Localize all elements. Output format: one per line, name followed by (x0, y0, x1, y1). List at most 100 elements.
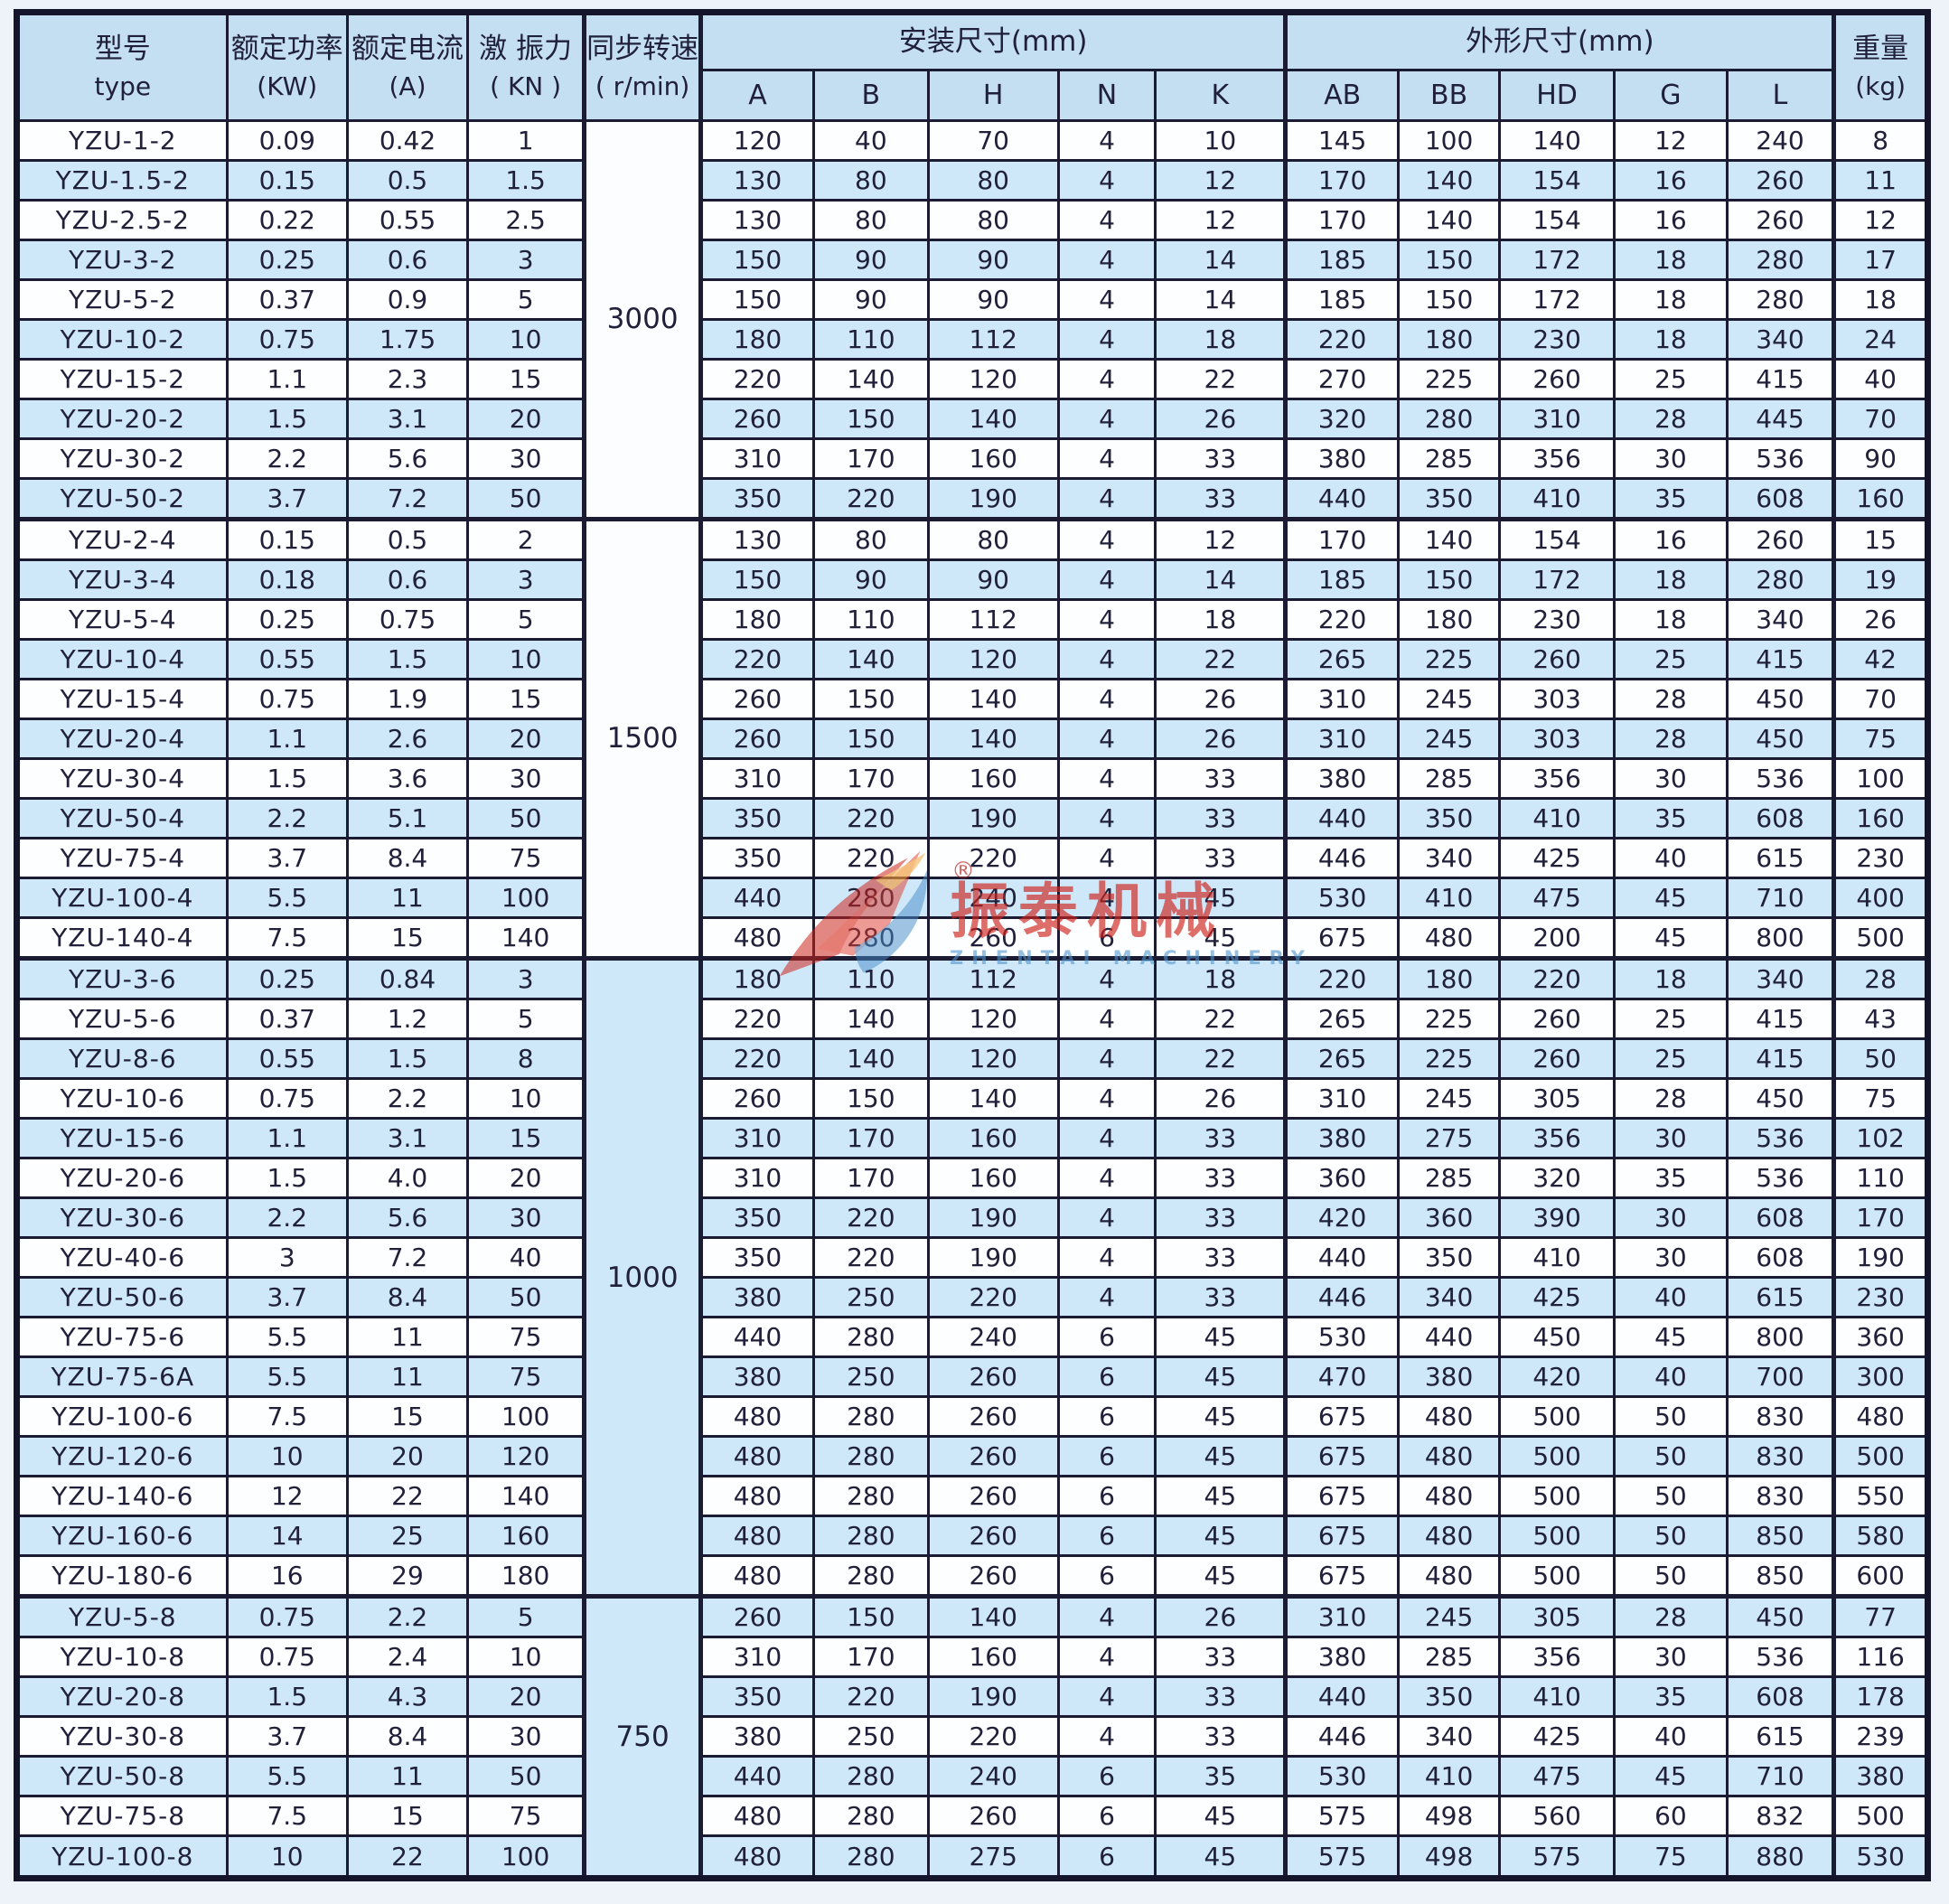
value-cell: 250 (811, 1715, 930, 1759)
value-cell: 20 (466, 1157, 586, 1200)
value-cell: 415 (1725, 998, 1836, 1041)
value-cell: 240 (926, 1316, 1060, 1358)
value-cell: 5.1 (345, 796, 470, 839)
value-cell: 33 (1154, 476, 1288, 521)
value-cell: 50 (466, 1755, 586, 1798)
spec-row-YZU-30-8: YZU-30-8 3.7 8.4 30 380 250 220 4 33 446 340 425 40 6… (15, 1715, 1929, 1759)
spec-row-YZU-10-2: YZU-10-2 0.75 1.75 10 180 110 112 4 18 220 180 230 1… (15, 317, 1929, 361)
value-cell: 0.75 (225, 678, 349, 720)
value-cell: 11 (345, 1316, 470, 1358)
value-cell: 220 (1283, 956, 1401, 1001)
value-cell: 22 (1154, 638, 1288, 681)
value-cell: 239 (1832, 1715, 1929, 1759)
value-cell: 480 (698, 1553, 815, 1599)
value-cell: 350 (1397, 796, 1502, 839)
value-cell: 75 (1613, 1834, 1729, 1880)
value-cell: 120 (466, 1434, 586, 1477)
model-cell: YZU-30-8 (15, 1715, 229, 1759)
value-cell: 498 (1397, 1834, 1502, 1880)
value-cell: 280 (811, 1474, 930, 1517)
value-cell: 260 (926, 1514, 1060, 1557)
value-cell: 1.5 (225, 1157, 349, 1200)
value-cell: 140 (926, 718, 1060, 760)
value-cell: 220 (1498, 956, 1616, 1001)
spec-row-YZU-10-6: YZU-10-6 0.75 2.2 10 260 150 140 4 26 310 245 305 28… (15, 1077, 1929, 1121)
spec-row-YZU-100-6: YZU-100-6 7.5 15 100 480 280 260 6 45 675 480 500 50… (15, 1394, 1929, 1438)
value-cell: 35 (1613, 1157, 1729, 1200)
value-cell: 6 (1056, 1514, 1157, 1557)
value-cell: 245 (1397, 1594, 1502, 1639)
value-cell: 275 (1397, 1117, 1502, 1160)
value-cell: 18 (1154, 598, 1288, 642)
value-cell: 500 (1832, 915, 1929, 961)
value-cell: 320 (1498, 1157, 1616, 1200)
value-cell: 110 (811, 598, 930, 642)
value-cell: 40 (1613, 1276, 1729, 1318)
spec-row-YZU-3-2: YZU-3-2 0.25 0.6 3 150 90 90 4 14 185 150 172 18 280 1… (15, 238, 1929, 281)
value-cell: 28 (1832, 956, 1929, 1001)
value-cell: 2.2 (345, 1594, 470, 1639)
value-cell: 280 (811, 1316, 930, 1358)
value-cell: 710 (1725, 876, 1836, 919)
value-cell: 225 (1397, 638, 1502, 681)
value-cell: 230 (1832, 836, 1929, 879)
value-cell: 45 (1154, 1316, 1288, 1358)
value-cell: 33 (1154, 1236, 1288, 1280)
value-cell: 0.15 (225, 158, 349, 202)
value-cell: 220 (698, 638, 815, 681)
value-cell: 150 (811, 397, 930, 440)
value-cell: 120 (926, 1037, 1060, 1081)
value-cell: 10 (466, 638, 586, 681)
value-cell: 50 (1613, 1514, 1729, 1557)
rpm-cell-750: 750 (582, 1594, 703, 1880)
value-cell: 22 (1154, 1037, 1288, 1081)
spec-row-YZU-20-6: YZU-20-6 1.5 4.0 20 310 170 160 4 33 360 285 320 35 5… (15, 1157, 1929, 1200)
value-cell: 15 (1832, 516, 1929, 562)
value-cell: 6 (1056, 1394, 1157, 1438)
value-cell: 4 (1056, 1236, 1157, 1280)
value-cell: 280 (1397, 397, 1502, 440)
spec-row-YZU-3-6: YZU-3-6 0.25 0.84 3 1000 180 110 112 4 18 220 180 22… (15, 956, 1929, 1599)
spec-row-YZU-75-4: YZU-75-4 3.7 8.4 75 350 220 220 4 33 446 340 425 40 6… (15, 836, 1929, 879)
value-cell: 225 (1397, 998, 1502, 1041)
value-cell: 45 (1613, 1316, 1729, 1358)
value-cell: 1.1 (225, 1117, 349, 1160)
value-cell: 75 (466, 1355, 586, 1398)
value-cell: 120 (926, 638, 1060, 681)
value-cell: 480 (1397, 1434, 1502, 1477)
value-cell: 12 (1154, 158, 1288, 202)
value-cell: 14 (1154, 238, 1288, 281)
value-cell: 446 (1283, 836, 1401, 879)
value-cell: 5.5 (225, 876, 349, 919)
model-cell: YZU-3-4 (15, 558, 229, 602)
value-cell: 410 (1397, 1755, 1502, 1798)
value-cell: 45 (1613, 876, 1729, 919)
value-cell: 160 (926, 1117, 1060, 1160)
value-cell: 6 (1056, 1553, 1157, 1599)
value-cell: 420 (1498, 1355, 1616, 1398)
value-cell: 285 (1397, 436, 1502, 480)
value-cell: 70 (1832, 397, 1929, 440)
value-cell: 25 (345, 1514, 470, 1557)
value-cell: 260 (698, 678, 815, 720)
value-cell: 480 (698, 1434, 815, 1477)
value-cell: 425 (1498, 1715, 1616, 1759)
value-cell: 50 (1613, 1394, 1729, 1438)
value-cell: 1.75 (345, 317, 470, 361)
value-cell: 178 (1832, 1675, 1929, 1719)
value-cell: 0.5 (345, 516, 470, 562)
value-cell: 350 (698, 836, 815, 879)
value-cell: 24 (1832, 317, 1929, 361)
value-cell: 30 (1613, 436, 1729, 480)
spec-row-YZU-50-6: YZU-50-6 3.7 8.4 50 380 250 220 4 33 446 340 425 40 6… (15, 1276, 1929, 1318)
value-cell: 40 (1613, 1715, 1729, 1759)
spec-row-YZU-5-8: YZU-5-8 0.75 2.2 5 750 260 150 140 4 26 310 245 305 2… (15, 1594, 1929, 1880)
value-cell: 8.4 (345, 836, 470, 879)
value-cell: 18 (1613, 238, 1729, 281)
value-cell: 260 (926, 1795, 1060, 1838)
spec-row-YZU-140-4: YZU-140-4 7.5 15 140 480 280 260 6 45 675 480 200 45… (15, 915, 1929, 961)
model-cell: YZU-100-4 (15, 876, 229, 919)
spec-row-YZU-15-4: YZU-15-4 0.75 1.9 15 260 150 140 4 26 310 245 303 28… (15, 678, 1929, 720)
value-cell: 280 (1725, 238, 1836, 281)
value-cell: 470 (1283, 1355, 1401, 1398)
